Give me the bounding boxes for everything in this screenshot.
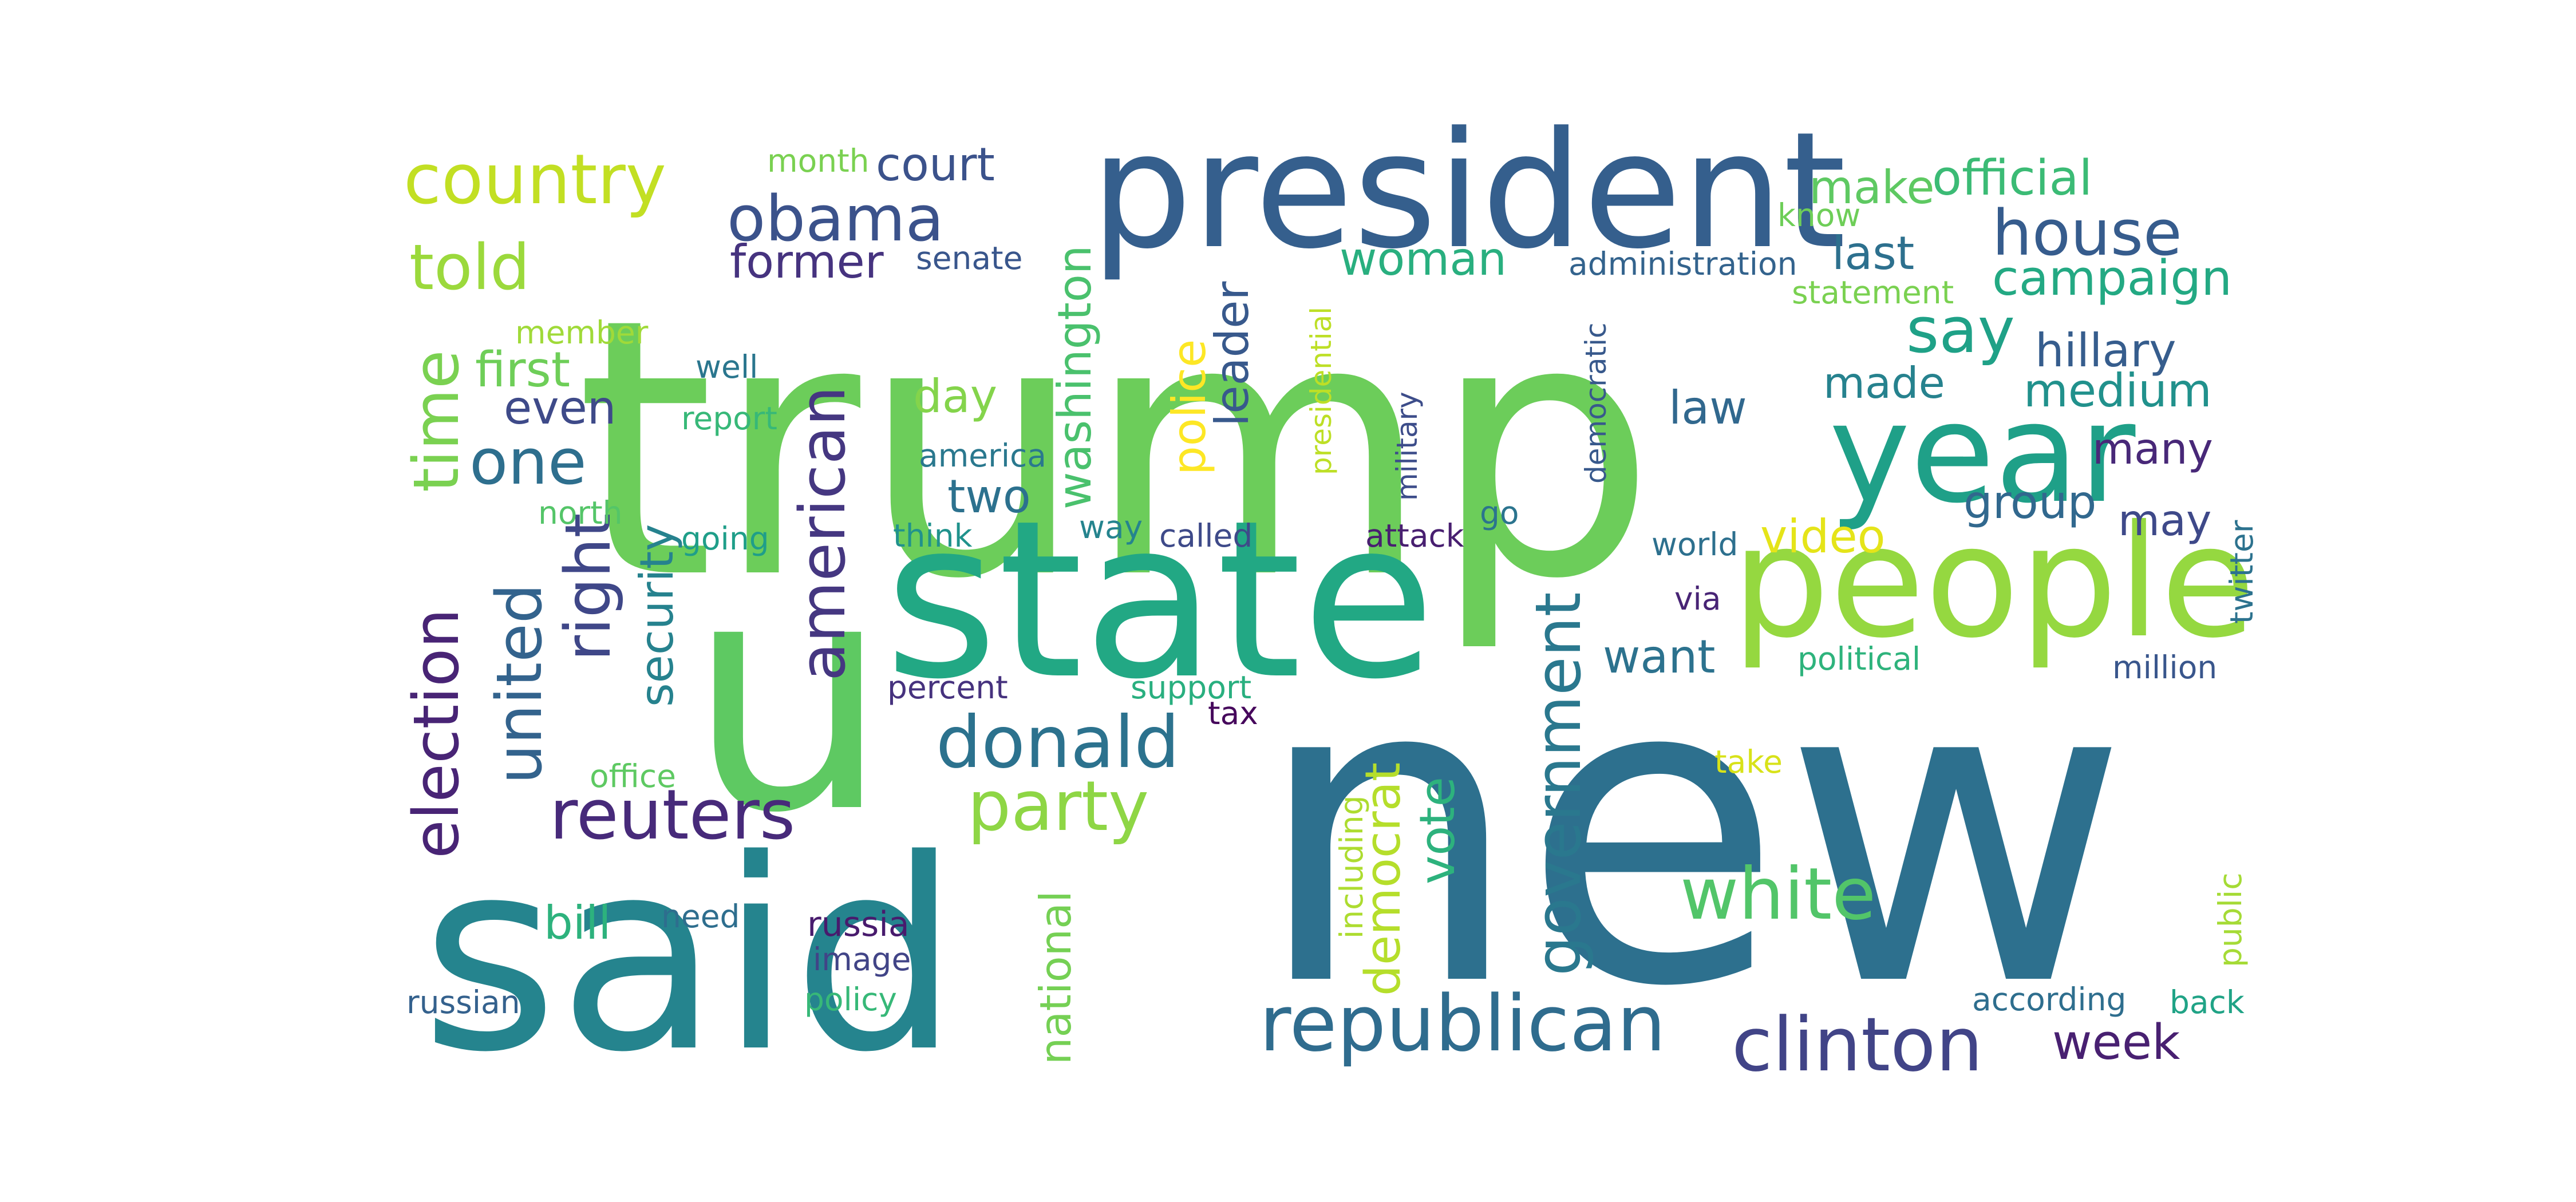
word-say: say xyxy=(1906,294,2015,367)
word-democratic: democratic xyxy=(1579,323,1613,484)
word-attack: attack xyxy=(1365,517,1464,554)
word-right: right xyxy=(551,513,625,661)
word-last: last xyxy=(1832,227,1914,280)
word-tax: tax xyxy=(1208,695,1258,732)
word-national: national xyxy=(1030,891,1081,1065)
word-know: know xyxy=(1777,197,1860,234)
word-government: government xyxy=(1522,592,1595,976)
word-white: white xyxy=(1680,853,1876,936)
word-woman: woman xyxy=(1340,232,1507,286)
word-statement: statement xyxy=(1792,274,1954,311)
word-former: former xyxy=(730,235,884,288)
word-state: state xyxy=(884,473,1436,727)
word-reuters: reuters xyxy=(550,776,795,855)
word-back: back xyxy=(2170,984,2245,1021)
word-video: video xyxy=(1760,510,1886,563)
word-vote: vote xyxy=(1409,777,1466,884)
word-presidential: presidential xyxy=(1305,307,1338,475)
word-report: report xyxy=(681,400,777,437)
word-bill: bill xyxy=(544,896,611,950)
word-year: year xyxy=(1829,373,2136,533)
word-people: people xyxy=(1732,492,2255,672)
word-russia: russia xyxy=(807,904,910,944)
word-law: law xyxy=(1669,381,1747,434)
word-office: office xyxy=(590,758,676,794)
word-north: north xyxy=(538,495,623,531)
word-clinton: clinton xyxy=(1732,1001,1983,1088)
word-month: month xyxy=(767,143,870,179)
word-court: court xyxy=(876,138,995,191)
word-member: member xyxy=(515,314,649,351)
word-twitter: twitter xyxy=(2223,520,2260,624)
word-president: president xyxy=(1091,98,1846,284)
word-one: one xyxy=(469,425,587,499)
word-united: united xyxy=(483,583,556,784)
word-america: america xyxy=(919,437,1046,474)
word-many: many xyxy=(2092,424,2213,474)
word-go: go xyxy=(1480,495,1519,531)
word-percent: percent xyxy=(887,669,1008,706)
word-party: party xyxy=(967,767,1149,847)
word-well: well xyxy=(696,349,758,385)
word-including: including xyxy=(1333,796,1370,939)
word-senate: senate xyxy=(916,240,1022,276)
word-called: called xyxy=(1159,517,1253,554)
word-million: million xyxy=(2112,649,2217,686)
word-american: american xyxy=(786,386,859,681)
word-obama: obama xyxy=(727,182,944,255)
word-public: public xyxy=(2212,873,2249,967)
word-policy: policy xyxy=(804,981,897,1018)
word-leader: leader xyxy=(1206,282,1259,426)
word-day: day xyxy=(913,370,997,423)
word-world: world xyxy=(1652,526,1738,563)
word-official: official xyxy=(1932,150,2092,207)
word-trump: trump xyxy=(575,244,1656,657)
word-washington: washington xyxy=(1048,245,1101,509)
word-first: first xyxy=(475,342,570,398)
word-russian: russian xyxy=(406,984,520,1021)
word-need: need xyxy=(661,898,740,935)
word-u: u xyxy=(687,510,890,883)
word-want: want xyxy=(1603,630,1716,683)
word-administration: administration xyxy=(1568,246,1797,282)
word-think: think xyxy=(893,517,973,554)
word-even: even xyxy=(504,381,616,434)
word-campaign: campaign xyxy=(1992,250,2232,307)
word-political: political xyxy=(1797,640,1921,677)
word-told: told xyxy=(409,231,530,304)
word-country: country xyxy=(404,140,666,220)
word-military: military xyxy=(1390,392,1424,501)
word-two: two xyxy=(947,470,1031,523)
word-said: said xyxy=(421,804,959,1110)
word-according: according xyxy=(1972,981,2126,1018)
word-going: going xyxy=(681,520,769,557)
word-make: make xyxy=(1809,161,1935,214)
word-group: group xyxy=(1963,476,2096,529)
word-democrat: democrat xyxy=(1355,762,1412,996)
word-medium: medium xyxy=(2024,364,2212,417)
word-may: may xyxy=(2118,495,2211,545)
word-image: image xyxy=(813,941,911,978)
word-support: support xyxy=(1131,669,1251,706)
word-take: take xyxy=(1714,744,1783,780)
word-security: security xyxy=(630,524,683,707)
word-way: way xyxy=(1079,509,1143,545)
word-made: made xyxy=(1823,358,1945,408)
word-donald: donald xyxy=(936,701,1180,784)
word-via: via xyxy=(1674,580,1721,617)
word-police: police xyxy=(1163,339,1216,475)
word-new: new xyxy=(1254,586,2129,1079)
word-hillary: hillary xyxy=(2035,324,2176,377)
word-election: election xyxy=(400,608,473,859)
word-time: time xyxy=(400,350,473,492)
word-republican: republican xyxy=(1259,979,1666,1069)
word-house: house xyxy=(1992,196,2182,270)
word-week: week xyxy=(2052,1014,2180,1071)
